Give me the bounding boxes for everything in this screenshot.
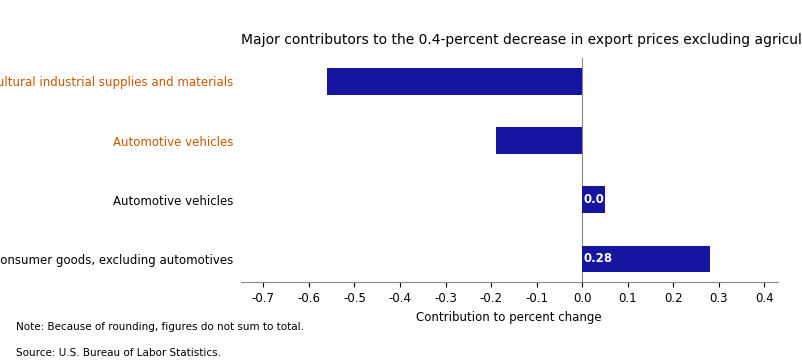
Text: Source: U.S. Bureau of Labor Statistics.: Source: U.S. Bureau of Labor Statistics. (16, 348, 221, 358)
Bar (327, 68, 582, 95)
Bar (496, 127, 582, 154)
Text: 0.28: 0.28 (584, 252, 613, 265)
Text: -0.56: -0.56 (585, 75, 620, 88)
X-axis label: Contribution to percent change: Contribution to percent change (416, 311, 602, 324)
Text: Major contributors to the 0.4-percent decrease in export prices excluding agricu: Major contributors to the 0.4-percent de… (241, 33, 802, 47)
Bar (582, 186, 605, 213)
Text: -0.19: -0.19 (585, 134, 620, 147)
Bar (582, 245, 710, 272)
Text: 0.05: 0.05 (584, 193, 613, 206)
Text: Note: Because of rounding, figures do not sum to total.: Note: Because of rounding, figures do no… (16, 322, 304, 332)
